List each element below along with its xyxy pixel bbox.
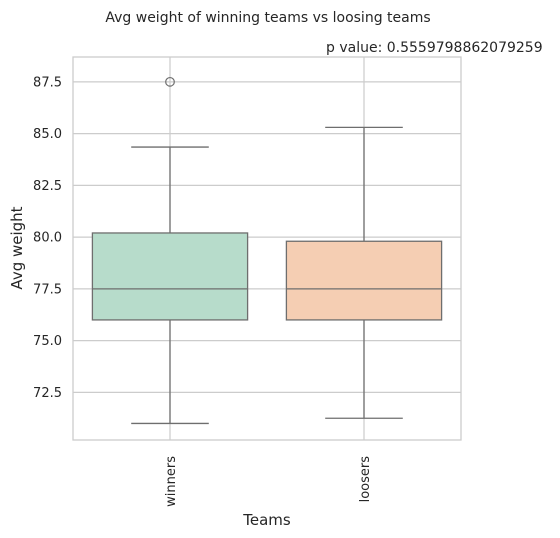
x-axis-label: Teams [242, 511, 291, 529]
y-tick-label: 77.5 [33, 282, 62, 297]
x-tick-label-loosers: loosers [358, 456, 373, 503]
y-tick-label: 75.0 [33, 334, 62, 349]
y-tick-label: 87.5 [33, 75, 62, 90]
y-tick-labels: 72.5 75.0 77.5 80.0 82.5 85.0 87.5 [33, 75, 62, 401]
y-axis-label: Avg weight [8, 206, 26, 289]
p-value-annotation: p value: 0.5559798862079259 [326, 40, 543, 56]
y-tick-label: 72.5 [33, 386, 62, 401]
outlier-point [165, 76, 175, 87]
plot-frame [72, 56, 462, 441]
y-tick-label: 85.0 [33, 127, 62, 142]
x-tick-labels: winners loosers [164, 456, 373, 507]
box-winners [91, 76, 249, 425]
y-tick-label: 80.0 [33, 231, 62, 246]
y-tick-label: 82.5 [33, 179, 62, 194]
x-tick-label-winners: winners [164, 456, 179, 507]
chart-title: Avg weight of winning teams vs loosing t… [105, 10, 430, 26]
iqr-box [285, 240, 443, 321]
box-loosers [285, 126, 443, 419]
boxes [91, 76, 443, 425]
iqr-box [91, 232, 249, 321]
